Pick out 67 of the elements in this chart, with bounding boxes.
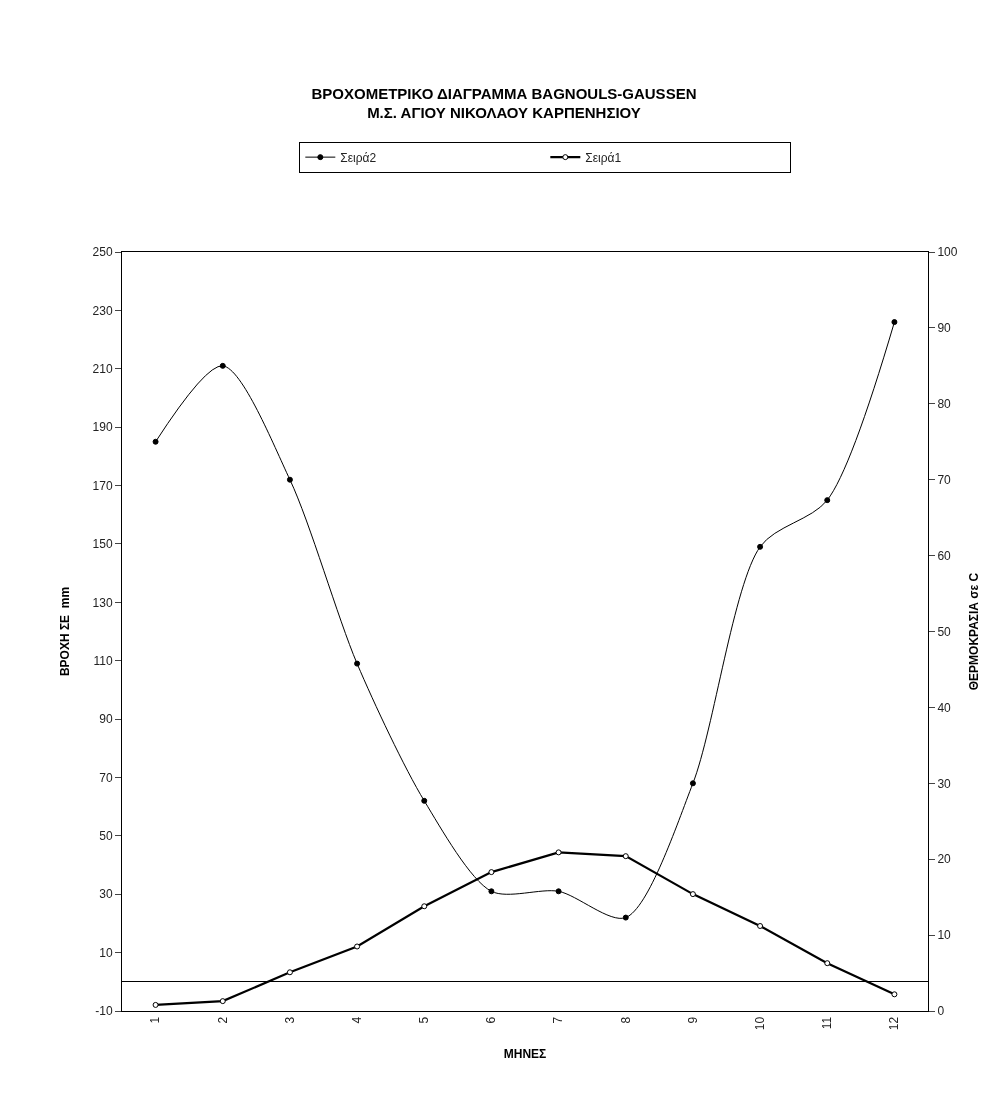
point [286,476,293,483]
y-tick-label: 150 [92,537,113,552]
y-tick-label: 190 [92,420,113,435]
legend-label: Σειρά1 [585,150,622,165]
legend-label: Σειρά2 [340,150,377,165]
y2-tick-label: 20 [937,852,952,867]
y-tick-label: 130 [92,595,113,610]
y2-tick-label: 10 [937,928,952,943]
chart-title: ΒΡΟΧΟΜΕΤΡΙΚΟ ΔΙΑΓΡΑΜΜΑ BAGNOULS-GAUSSEN Μ.Σ. ΑΓΙΟΥ ΝΙΚΟΛΑΟΥ ΚΑΡΠΕΝΗΣΙΟΥ [311,84,697,122]
point [421,797,428,804]
y2-tick-label: 40 [937,700,952,715]
y-tick-label: 170 [92,478,113,493]
x-tick-label: 7 [551,1016,566,1024]
point [757,922,764,929]
y-tick-label: 50 [99,829,113,844]
point [286,969,293,976]
point [219,362,226,369]
y2-axis-title: ΘΕΡΜΟΚΡΑΣΙΑ σε C [966,572,981,691]
point [689,891,696,898]
x-tick-label: 3 [282,1016,297,1024]
x-tick-label: 6 [484,1016,499,1024]
x-tick-label: 5 [417,1016,432,1024]
x-tick-label: 2 [215,1016,230,1024]
x-tick-label: 8 [618,1016,633,1024]
x-tick-label: 10 [752,1016,767,1031]
y-tick-label: 70 [99,770,113,785]
y2-tick-label: 30 [937,776,952,791]
y-tick-label: 210 [92,361,113,376]
point [891,319,898,326]
y-tick-label: 110 [93,653,113,668]
point [622,853,629,860]
point [757,543,764,550]
point [622,914,629,921]
point [152,1001,159,1008]
point [689,780,696,787]
y2-tick-label: 70 [937,472,952,487]
y-tick-label: 230 [92,303,113,318]
x-tick-label: 4 [349,1016,364,1024]
point [152,438,159,445]
y2-tick-label: 60 [937,548,952,563]
x-tick-label: 11 [820,1016,835,1030]
x-axis-title: ΜΗΝΕΣ [503,1047,547,1062]
x-tick-label: 9 [685,1016,700,1024]
point [354,660,361,667]
point [824,960,831,967]
point [488,869,495,876]
point [421,903,428,910]
y-tick-label: -10 [95,1004,113,1019]
point [354,943,361,950]
y2-tick-label: 90 [937,321,952,336]
x-tick-label: 12 [887,1016,902,1031]
point [555,849,562,856]
y-tick-label: 90 [99,712,113,727]
y2-tick-label: 80 [937,397,952,411]
y2-tick-label: 50 [937,624,952,639]
point [219,998,226,1005]
point [488,888,495,895]
y2-tick-label: 100 [937,245,958,260]
y-tick-label: 250 [92,245,113,260]
y-axis-title: ΒΡΟΧΗ ΣΕ mm [57,586,72,677]
y2-tick-label: 0 [937,1004,945,1019]
y-tick-label: 10 [99,945,113,960]
y-tick-label: 30 [99,887,113,902]
x-tick-label: 1 [148,1016,163,1024]
point [891,991,898,998]
point [824,497,831,504]
point [555,888,562,895]
